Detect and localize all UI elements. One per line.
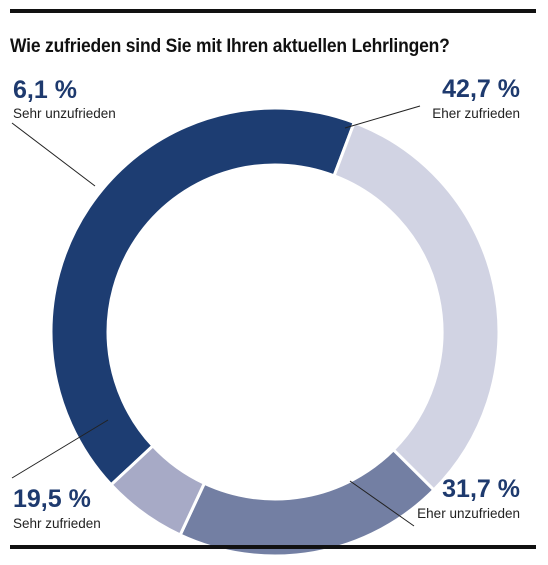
- leader-line-4: [11, 122, 96, 187]
- leader-line-1: [344, 105, 421, 129]
- leader-line-2: [349, 480, 415, 527]
- top-rule: [10, 9, 536, 13]
- donut-slice-4: [109, 443, 207, 537]
- donut-slice-3: [178, 447, 436, 558]
- slice-value-label: 6,1 %: [13, 76, 77, 104]
- slice-value-label: 19,5 %: [13, 485, 91, 513]
- donut-slice-1: [49, 106, 357, 487]
- slice-category-label: Sehr unzufrieden: [13, 106, 116, 121]
- leader-line-3: [11, 419, 109, 479]
- slice-category-label: Eher zufrieden: [432, 106, 520, 121]
- bottom-rule: [10, 545, 536, 549]
- slice-category-label: Eher unzufrieden: [417, 506, 520, 521]
- slice-value-label: 42,7 %: [442, 75, 520, 103]
- slice-value-label: 31,7 %: [442, 475, 520, 503]
- chart-title: Wie zufrieden sind Sie mit Ihren aktuell…: [10, 36, 450, 57]
- donut-slice-2: [332, 120, 501, 493]
- slice-category-label: Sehr zufrieden: [13, 516, 101, 531]
